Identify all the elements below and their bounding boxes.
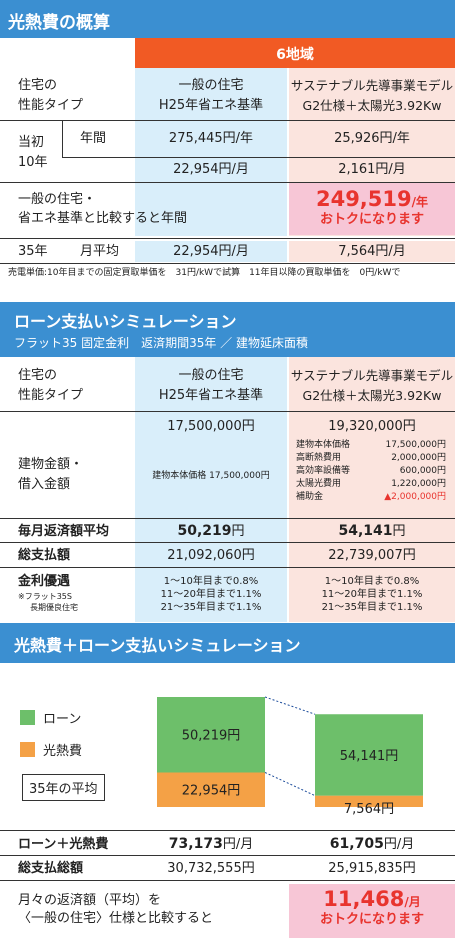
col-sustainable-header: サステナブル先導事業モデル G2仕様＋太陽光3.92Kw: [290, 78, 454, 113]
type-label: 住宅の 性能タイプ: [18, 368, 84, 403]
general-monthly: 50,219円: [177, 523, 245, 539]
legend-loan-swatch: [20, 710, 35, 725]
sustainable-sum: 61,705円/月: [329, 836, 415, 852]
connector-top: [264, 696, 316, 715]
avg-label-box: 35年の平均: [22, 774, 105, 801]
sustainable-35-cost: 7,564円/月: [338, 244, 406, 259]
col-sustainable-header: サステナブル先導事業モデル G2仕様＋太陽光3.92Kw: [290, 368, 454, 403]
monthly-saving: 11,468/月: [323, 887, 421, 911]
col-general-header: 一般の住宅 H25年省エネ基準: [158, 78, 264, 113]
loan-bar-2: [315, 714, 423, 796]
sustainable-month-cost: 2,161円/月: [338, 162, 406, 177]
stacked-bar-chart: 22,954円 50,219円 7,564円 54,141円: [157, 696, 423, 817]
section-title: ローン支払いシミュレーション: [14, 312, 237, 331]
section-subtitle: フラット35 固定金利 返済期間35年 ／ 建物延床面積: [14, 336, 308, 350]
footnote: 売電単価:10年目までの固定買取単価を 31円/kWで試算 11年目以降の買取単…: [8, 268, 401, 278]
legend-energy: 光熱費: [20, 740, 82, 759]
amount-label: 建物金額・ 借入金額: [18, 457, 84, 492]
initial-label: 当初 10年: [18, 135, 48, 170]
s1-col-sustainable-35: [289, 241, 455, 262]
energy-label-2: 7,564円: [344, 802, 394, 817]
sustainable-monthly: 54,141円: [338, 523, 406, 539]
s2-col-general: [135, 357, 287, 622]
sustainable-year-cost: 25,926円/年: [334, 131, 410, 146]
energy-bar-1: [157, 772, 265, 807]
s1-saving-box: [289, 183, 455, 235]
section-title: 光熱費の概算: [8, 13, 110, 33]
saving-text: おトクになります: [319, 212, 424, 227]
s3-saving-box: [289, 884, 455, 938]
legend-loan: ローン: [20, 708, 81, 727]
sustainable-amount: 19,320,000円: [328, 419, 416, 434]
annual-saving: 249,519/年: [315, 187, 429, 211]
s1-col-general: [135, 68, 287, 236]
col-general-header: 一般の住宅 H25年省エネ基準: [158, 368, 264, 403]
compare-label: 一般の住宅・ 省エネ基準と比較すると年間: [18, 192, 188, 226]
sustainable-rates: 1～10年目まで0.8% 11～20年目まで1.1% 21～35年目まで1.1%: [321, 576, 423, 613]
total-label: 総支払額: [18, 548, 71, 563]
general-year-cost: 275,445円/年: [168, 131, 254, 146]
monthly-compare-label: 月々の返済額（平均）を 〈一般の住宅〉仕様と比較すると: [18, 893, 214, 926]
section-energy-header: 光熱費の概算: [0, 0, 455, 38]
general-sum: 73,173円/月: [168, 836, 254, 852]
type-label: 住宅の 性能タイプ: [18, 78, 84, 113]
s2-col-sustainable: [289, 357, 455, 622]
sustainable-total: 22,739,007円: [328, 548, 416, 563]
monthly-label: 毎月返済額平均: [18, 524, 110, 539]
general-month-cost: 22,954円/月: [173, 162, 249, 177]
energy-label-1: 22,954円: [182, 784, 241, 799]
general-amount-detail: 建物本体価格 17,500,000円: [152, 471, 270, 481]
sustainable-grand: 25,915,835円: [328, 861, 416, 876]
region-header: 6地域: [135, 38, 455, 68]
sustainable-breakdown: 建物本体価格 17,500,000円 高断熱費用 2,000,000円 高効率設備等…: [296, 440, 446, 502]
monthly-avg-label: 月平均: [80, 244, 120, 259]
s1-col-general-35: [135, 241, 287, 262]
general-rates: 1～10年目まで0.8% 11～20年目まで1.1% 21～35年目まで1.1%: [160, 576, 262, 613]
section-loan-header: ローン支払いシミュレーション フラット35 固定金利 返済期間35年 ／ 建物延…: [0, 302, 455, 357]
years35-label: 35年: [18, 244, 48, 259]
annual-label: 年間: [80, 131, 107, 146]
section-combined-header: 光熱費＋ローン支払いシミュレーション: [0, 623, 455, 663]
loan-bar-1: [157, 697, 265, 773]
general-total: 21,092,060円: [167, 548, 255, 563]
saving-text: おトクになります: [319, 912, 424, 927]
general-35-cost: 22,954円/月: [173, 244, 249, 259]
grand-label: 総支払総額: [18, 861, 84, 876]
general-amount: 17,500,000円: [167, 419, 255, 434]
rate-label: 金利優遇 ※フラット35S 長期優良住宅: [18, 574, 78, 612]
connector-bottom: [264, 772, 316, 797]
loan-label-2: 54,141円: [340, 749, 399, 764]
sum-label: ローン＋光熱費: [18, 837, 109, 852]
section-title: 光熱費＋ローン支払いシミュレーション: [14, 636, 301, 655]
general-grand: 30,732,555円: [167, 861, 255, 876]
legend-energy-swatch: [20, 742, 35, 757]
loan-label-1: 50,219円: [182, 729, 241, 744]
energy-bar-2: [315, 795, 423, 807]
